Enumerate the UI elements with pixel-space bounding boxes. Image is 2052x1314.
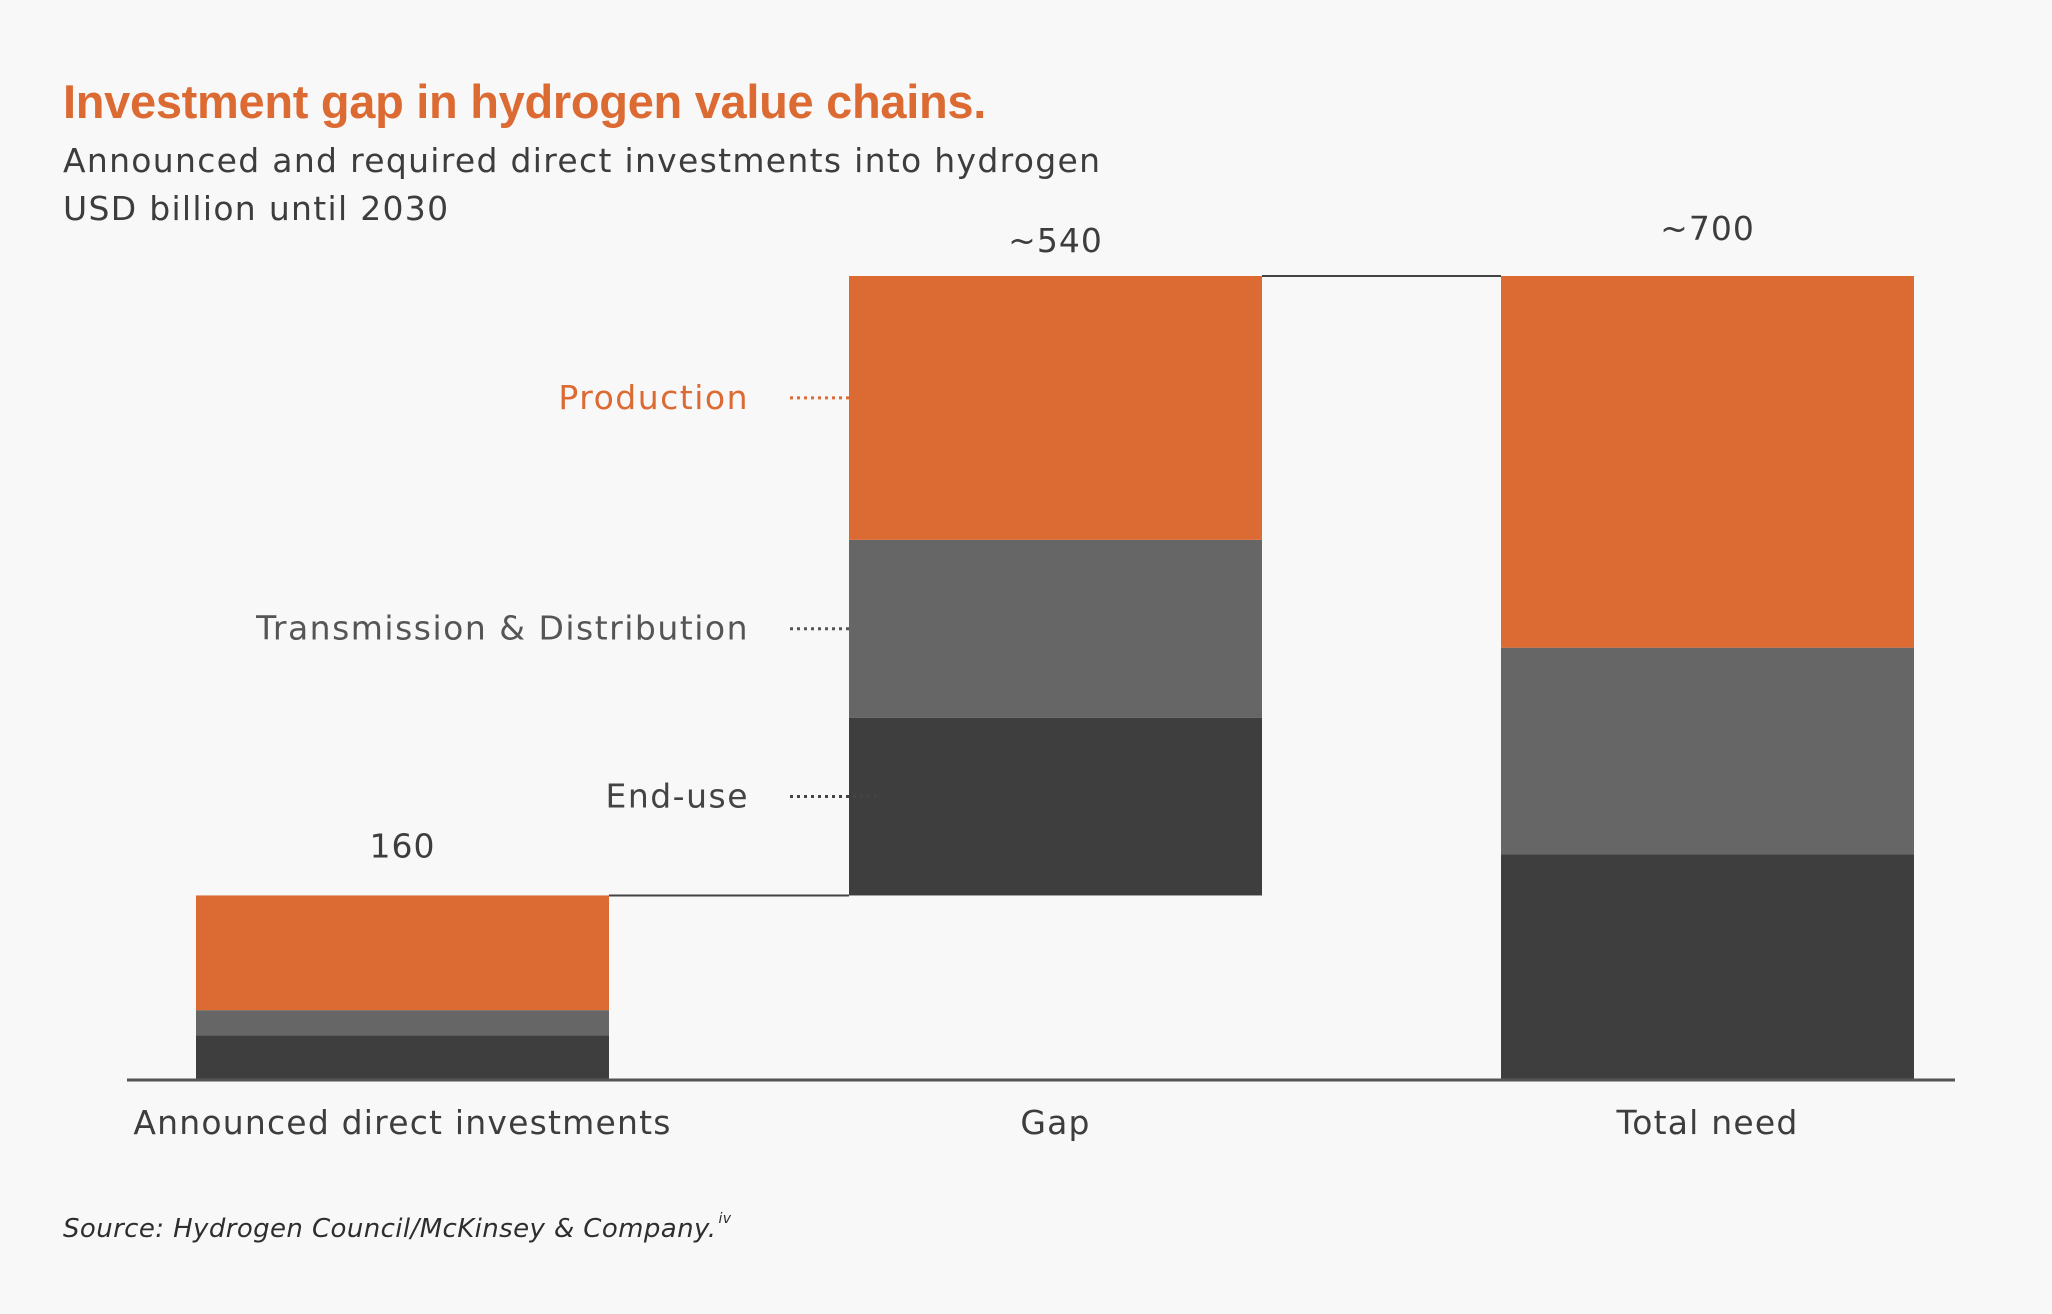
data-label-total-1: 160 <box>370 826 436 865</box>
source-text: Source: Hydrogen Council/McKinsey & Comp… <box>63 1214 717 1244</box>
x-tick-label-3: Total need <box>1615 1103 1798 1142</box>
bar-2-transmission-distribution <box>849 539 1262 718</box>
chart-legend: Production Transmission & Distribution End… <box>255 378 876 816</box>
source-note: Source: Hydrogen Council/McKinsey & Comp… <box>63 1211 731 1244</box>
legend-label-transmission-distribution: Transmission & Distribution <box>255 609 749 648</box>
bar-3-transmission-distribution <box>1501 647 1914 855</box>
legend-label-end-use: End-use <box>605 777 749 816</box>
bar-1-transmission-distribution <box>196 1010 609 1036</box>
chart-subtitle-line1: Announced and required direct investment… <box>63 141 1102 180</box>
bar-2-end-use <box>849 717 1262 896</box>
chart-labels: Announced direct investments 160 Gap ~540 To… <box>133 209 1798 1142</box>
chart-title: Investment gap in hydrogen value chains. <box>63 75 986 128</box>
source-superscript: iv <box>718 1211 732 1227</box>
chart-subtitle-line2: USD billion until 2030 <box>63 189 450 228</box>
chart-bars <box>196 276 1914 1079</box>
chart-connectors <box>609 275 1501 897</box>
x-tick-label-2: Gap <box>1020 1103 1090 1142</box>
bar-3-end-use <box>1501 854 1914 1079</box>
x-tick-label-1: Announced direct investments <box>133 1103 671 1142</box>
bar-1-end-use <box>196 1035 609 1079</box>
bar-3-production <box>1501 276 1914 648</box>
bar-2-production <box>849 276 1262 540</box>
bar-1-production <box>196 895 609 1011</box>
legend-label-production: Production <box>558 378 749 417</box>
data-label-total-3: ~700 <box>1660 209 1755 248</box>
data-label-total-2: ~540 <box>1008 221 1103 260</box>
